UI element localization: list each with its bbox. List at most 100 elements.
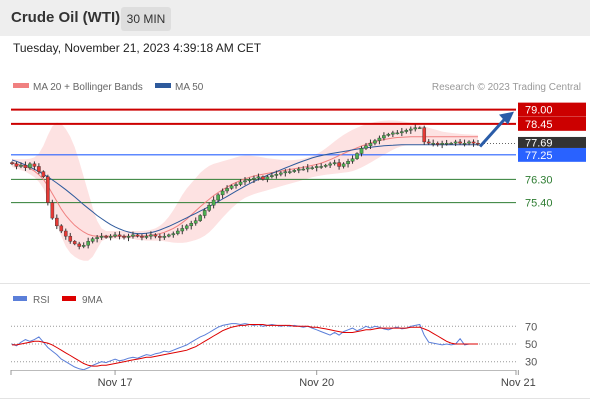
candle-body — [234, 184, 238, 187]
candle-body — [46, 176, 50, 203]
candle-body — [153, 234, 158, 237]
candle-body — [140, 235, 144, 238]
candle-body — [296, 168, 301, 171]
level-label-bg-pivot — [518, 147, 586, 162]
candle-body — [404, 130, 409, 132]
candle-body — [400, 131, 404, 134]
candle-body — [413, 127, 418, 130]
candle-body — [68, 235, 73, 242]
candle-body — [314, 166, 319, 168]
ma50-line — [11, 144, 478, 235]
main-plot — [10, 108, 516, 261]
candle-body — [77, 243, 82, 247]
candle-body — [184, 225, 189, 229]
candle-body — [10, 162, 14, 165]
x-tick-label: Nov 21 — [501, 377, 536, 389]
candle-body — [359, 148, 364, 154]
candle-body — [458, 141, 462, 144]
candle-body — [467, 141, 471, 144]
bollinger-band-fill — [12, 120, 478, 261]
level-labels: 79.00 78.45 77.25 76.30 75.40 77.69 — [518, 102, 586, 210]
candle-body — [382, 135, 386, 139]
header-bar: Crude Oil (WTI) 30 MIN — [0, 0, 590, 36]
candle-body — [113, 234, 117, 237]
candle-body — [252, 177, 256, 180]
rsi-ma9-line — [12, 324, 478, 367]
candle-body — [72, 241, 77, 245]
rsi-tick-label: 30 — [525, 357, 537, 369]
rsi-legend-label: RSI — [33, 295, 50, 306]
candle-body — [453, 141, 458, 144]
bb-legend-swatch — [13, 83, 29, 88]
level-label-support: 75.40 — [525, 198, 553, 210]
candle-body — [319, 166, 323, 168]
bb-legend-label: MA 20 + Bollinger Bands — [33, 82, 143, 93]
candle-body — [23, 164, 28, 168]
candle-body — [149, 234, 153, 237]
candle-body — [247, 179, 252, 181]
candle-body — [167, 234, 171, 237]
x-tick-label: Nov 20 — [299, 377, 334, 389]
candle-body — [32, 163, 37, 167]
credit-text: Research © 2023 Trading Central — [432, 82, 581, 93]
candle-body — [449, 142, 453, 145]
candle-body — [198, 215, 202, 221]
forecast-arrow-shaft — [478, 116, 508, 148]
ma50-legend-swatch — [155, 83, 171, 88]
candle-body — [158, 235, 162, 238]
rsi-legend-swatch — [13, 296, 27, 301]
candle-body — [364, 145, 368, 149]
candle-body — [171, 233, 176, 236]
level-label-support: 76.30 — [525, 174, 553, 186]
candle-body — [476, 142, 480, 145]
candle-body — [37, 166, 41, 172]
candle-body — [305, 167, 310, 170]
candle-body — [395, 132, 400, 135]
candle-body — [265, 176, 270, 180]
candle-body — [50, 202, 55, 219]
rsi-tick-label: 70 — [525, 321, 537, 333]
timestamp-text: Tuesday, November 21, 2023 4:39:18 AM CE… — [13, 41, 262, 55]
candle-body — [144, 235, 149, 238]
timeframe-button[interactable]: 30 MIN — [121, 7, 171, 31]
candle-body — [28, 163, 32, 168]
candle-body — [117, 234, 122, 237]
ma9-legend-swatch — [62, 296, 76, 301]
candle-body — [193, 220, 198, 224]
candle-body — [368, 142, 373, 146]
candle-body — [41, 171, 46, 177]
candle-body — [135, 234, 140, 237]
ma50-legend-label: MA 50 — [175, 82, 204, 93]
x-tick-label: Nov 17 — [98, 377, 133, 389]
candle-body — [417, 127, 422, 129]
level-label-resistance: 78.45 — [525, 119, 553, 131]
ma9-legend-label: 9MA — [82, 295, 103, 306]
x-axis: Nov 17 Nov 20 Nov 21 — [10, 370, 536, 389]
candle-body — [59, 225, 64, 232]
candle-body — [19, 164, 23, 167]
candle-body — [99, 235, 104, 238]
current-price-label: 77.69 — [525, 137, 553, 149]
candle-body — [431, 142, 435, 145]
candle-body — [216, 194, 220, 201]
rsi-plot: 70 50 30 — [11, 321, 537, 371]
level-label-bg-resistance — [518, 102, 586, 117]
candle-body — [332, 162, 337, 165]
candle-body — [288, 171, 292, 173]
candle-body — [162, 235, 167, 238]
candle-body — [373, 140, 377, 144]
candle-body — [422, 127, 427, 143]
candle-body — [310, 167, 315, 169]
candle-body — [391, 132, 395, 135]
candle-body — [126, 235, 131, 238]
candle-body — [346, 161, 350, 165]
candle-body — [283, 171, 288, 174]
candle-body — [377, 137, 382, 141]
candle-body — [355, 153, 359, 159]
candle-body — [426, 141, 431, 144]
candle-body — [462, 142, 467, 145]
candle-body — [131, 234, 135, 237]
candle-body — [440, 142, 444, 145]
candle-body — [337, 162, 341, 167]
